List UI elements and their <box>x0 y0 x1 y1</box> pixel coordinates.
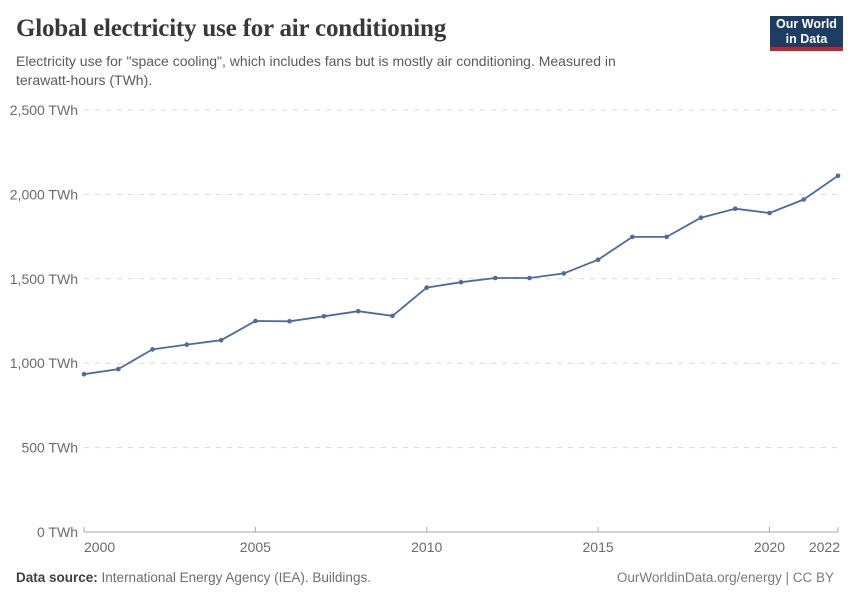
data-point <box>355 308 361 314</box>
x-axis: 2000 2005 2010 2015 2020 2022 <box>83 527 840 555</box>
y-tick-label: 0 TWh <box>37 524 78 540</box>
x-tick-label: 2022 <box>809 539 840 555</box>
chart-series <box>81 173 841 377</box>
data-point <box>184 342 190 347</box>
owid-logo-line2: in Data <box>785 31 828 46</box>
data-point <box>321 314 327 319</box>
series-line <box>83 174 839 376</box>
data-point <box>801 197 806 202</box>
x-tick-label: 2005 <box>240 539 271 555</box>
data-point <box>561 271 567 276</box>
x-tick-label: 2015 <box>583 539 614 555</box>
data-point <box>424 285 430 290</box>
data-point <box>595 257 601 263</box>
data-point <box>253 318 258 324</box>
page-title: Global electricity use for air condition… <box>16 15 447 42</box>
y-axis-labels: 0 TWh 500 TWh 1,000 TWh 1,500 TWh 2,000 TWh 2… <box>10 102 78 540</box>
data-source-value: International Energy Agency (IEA). Build… <box>101 570 371 585</box>
y-tick-label: 1,000 TWh <box>10 355 78 371</box>
data-point <box>493 275 498 281</box>
credit-note: OurWorldinData.org/energy | CC BY <box>616 570 834 585</box>
y-tick-label: 500 TWh <box>21 440 78 456</box>
data-point <box>835 173 841 179</box>
data-point <box>150 347 155 352</box>
data-source-label: Data source: <box>16 570 98 585</box>
data-point <box>630 234 635 240</box>
data-point <box>390 313 395 319</box>
y-tick-label: 1,500 TWh <box>10 271 78 287</box>
data-source-note: Data source: International Energy Agency… <box>16 570 371 585</box>
data-point <box>287 319 292 324</box>
x-tick-label: 2010 <box>411 539 442 555</box>
x-tick-label: 2000 <box>84 539 115 555</box>
y-tick-label: 2,000 TWh <box>10 186 78 202</box>
data-point <box>81 371 87 377</box>
owid-logo-line1: Our World <box>776 16 837 31</box>
chart-gridlines <box>84 109 838 449</box>
data-point <box>527 275 532 281</box>
owid-logo: Our World in Data <box>770 16 843 51</box>
data-point <box>218 337 224 343</box>
chart-subtitle: Electricity use for "space cooling", whi… <box>16 53 616 89</box>
x-tick-label: 2020 <box>754 539 785 555</box>
data-point <box>458 279 464 285</box>
data-point <box>664 234 669 240</box>
data-point <box>698 215 704 220</box>
y-tick-label: 2,500 TWh <box>10 102 78 118</box>
data-point <box>767 210 772 216</box>
data-point <box>116 366 121 372</box>
data-point <box>732 206 738 211</box>
